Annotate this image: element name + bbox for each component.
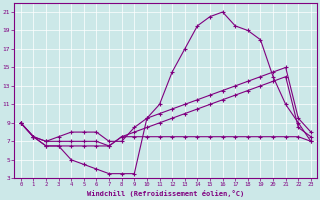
X-axis label: Windchill (Refroidissement éolien,°C): Windchill (Refroidissement éolien,°C) — [87, 190, 244, 197]
